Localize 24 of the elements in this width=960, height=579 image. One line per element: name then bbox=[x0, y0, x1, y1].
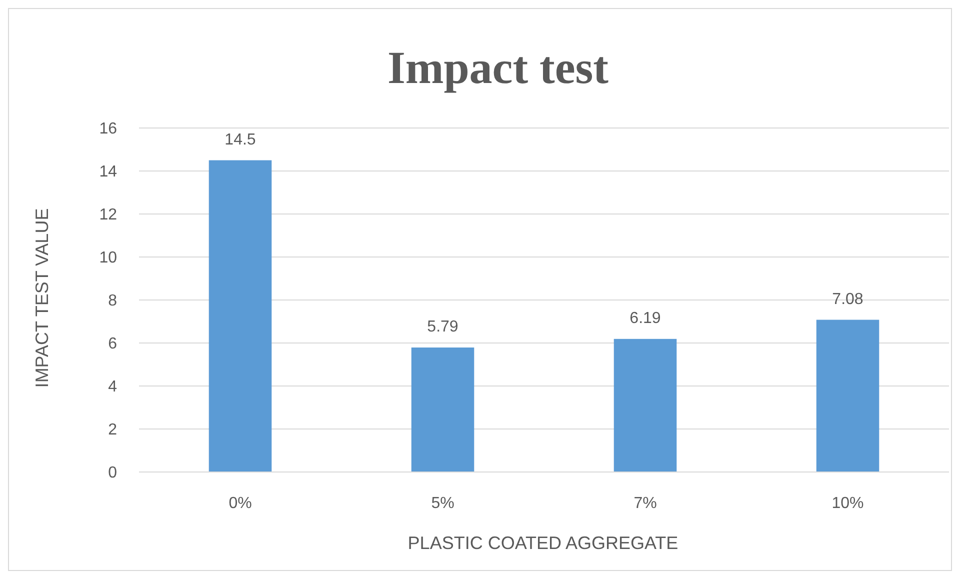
y-tick-label: 2 bbox=[108, 422, 118, 439]
bar bbox=[411, 348, 474, 472]
bar bbox=[208, 160, 272, 472]
y-tick-label: 16 bbox=[99, 120, 118, 138]
y-tick-label: 10 bbox=[99, 250, 118, 267]
bar bbox=[816, 320, 880, 472]
data-label: 14.5 bbox=[224, 131, 256, 148]
x-tick-label: 10% bbox=[832, 495, 864, 512]
y-tick-label: 6 bbox=[108, 336, 118, 353]
data-label: 6.19 bbox=[630, 310, 661, 327]
y-tick-label: 12 bbox=[99, 206, 118, 224]
x-tick-label: 5% bbox=[431, 495, 454, 512]
x-tick-label: 7% bbox=[634, 495, 657, 512]
y-tick-label: 0 bbox=[108, 464, 118, 482]
y-tick-label: 4 bbox=[108, 378, 118, 396]
x-axis-title: PLASTIC COATED AGGREGATE bbox=[408, 533, 678, 553]
y-tick-label: 8 bbox=[108, 292, 118, 310]
data-label: 7.08 bbox=[832, 290, 864, 308]
y-tick-label: 14 bbox=[99, 164, 118, 181]
bar bbox=[614, 338, 677, 472]
data-label: 5.79 bbox=[427, 318, 458, 336]
x-tick-label: 0% bbox=[228, 495, 252, 512]
chart-title: Impact test bbox=[388, 42, 610, 93]
y-axis-title: IMPACT TEST VALUE bbox=[32, 208, 52, 388]
